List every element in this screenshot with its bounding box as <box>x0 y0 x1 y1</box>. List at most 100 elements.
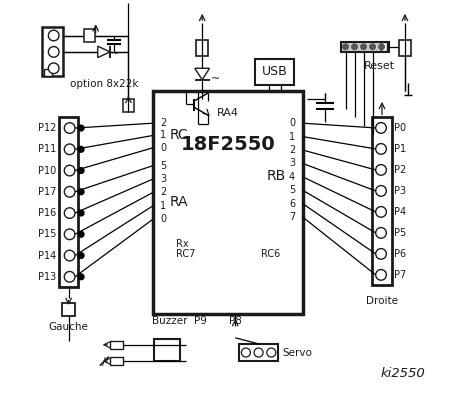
Text: P14: P14 <box>38 251 56 261</box>
Text: RC7: RC7 <box>175 249 195 259</box>
Text: 2: 2 <box>160 118 167 128</box>
Text: RB: RB <box>267 169 286 182</box>
Circle shape <box>267 348 276 357</box>
Circle shape <box>376 228 386 238</box>
Circle shape <box>376 186 386 196</box>
Text: P3: P3 <box>394 186 406 196</box>
Bar <box>381 42 387 51</box>
Text: 1: 1 <box>160 201 166 211</box>
Text: P0: P0 <box>394 123 406 133</box>
Circle shape <box>376 122 386 133</box>
Bar <box>62 303 75 316</box>
Text: Buzzer: Buzzer <box>152 316 187 326</box>
Circle shape <box>64 272 75 282</box>
Circle shape <box>64 165 75 176</box>
Circle shape <box>64 123 75 134</box>
Text: 18F2550: 18F2550 <box>181 135 275 154</box>
Text: P16: P16 <box>38 208 56 218</box>
Text: Droite: Droite <box>366 296 398 306</box>
Text: Reset: Reset <box>364 61 395 71</box>
Circle shape <box>376 207 386 217</box>
Text: P2: P2 <box>394 165 407 175</box>
Text: P15: P15 <box>38 229 56 239</box>
Text: USB: USB <box>262 65 288 79</box>
Text: P10: P10 <box>38 166 56 175</box>
Text: P6: P6 <box>394 249 406 259</box>
Text: 4: 4 <box>289 172 295 182</box>
Text: 0: 0 <box>289 118 295 128</box>
Text: P4: P4 <box>394 207 406 217</box>
Circle shape <box>376 164 386 175</box>
Circle shape <box>343 44 348 50</box>
Text: P7: P7 <box>394 270 407 280</box>
Bar <box>110 341 123 349</box>
Circle shape <box>78 168 84 173</box>
Bar <box>123 99 134 112</box>
Text: P9: P9 <box>194 316 207 326</box>
Circle shape <box>64 250 75 261</box>
Circle shape <box>376 270 386 280</box>
Circle shape <box>64 208 75 218</box>
Circle shape <box>64 144 75 155</box>
Circle shape <box>48 30 59 41</box>
Polygon shape <box>98 46 110 58</box>
Text: P11: P11 <box>38 144 56 154</box>
Circle shape <box>254 348 263 357</box>
Text: Servo: Servo <box>283 348 312 358</box>
Circle shape <box>352 44 357 50</box>
Circle shape <box>78 253 84 259</box>
Text: ki2550: ki2550 <box>381 367 426 380</box>
Bar <box>153 91 302 314</box>
Text: 5: 5 <box>289 185 295 195</box>
Bar <box>255 59 294 85</box>
Bar <box>372 118 392 285</box>
Text: 7: 7 <box>289 212 295 222</box>
Bar <box>59 118 79 287</box>
Bar <box>84 29 95 42</box>
Circle shape <box>376 249 386 259</box>
Text: RC6: RC6 <box>261 249 280 259</box>
Text: RC: RC <box>169 129 188 143</box>
Circle shape <box>64 187 75 197</box>
Text: Gauche: Gauche <box>49 322 89 332</box>
Text: 6: 6 <box>289 199 295 208</box>
Text: P1: P1 <box>394 144 406 154</box>
Bar <box>239 344 278 361</box>
Text: 2: 2 <box>289 145 295 155</box>
Text: 0: 0 <box>160 143 166 153</box>
Circle shape <box>78 210 84 216</box>
Text: /: / <box>102 357 106 367</box>
Text: P17: P17 <box>38 187 56 197</box>
Circle shape <box>361 44 366 50</box>
Circle shape <box>376 143 386 154</box>
Circle shape <box>78 189 84 195</box>
Bar <box>45 69 52 76</box>
Bar <box>196 39 209 56</box>
Text: 5: 5 <box>160 161 167 171</box>
Text: P13: P13 <box>38 272 56 282</box>
Circle shape <box>78 274 84 279</box>
Text: ~: ~ <box>211 74 220 84</box>
Text: P12: P12 <box>38 123 56 133</box>
Circle shape <box>370 44 375 50</box>
Text: RA4: RA4 <box>217 108 239 118</box>
Circle shape <box>64 229 75 240</box>
Circle shape <box>78 231 84 237</box>
Text: P8: P8 <box>229 316 242 326</box>
Circle shape <box>48 46 59 57</box>
Text: RA: RA <box>169 195 188 210</box>
Text: 1: 1 <box>160 130 166 141</box>
Bar <box>399 39 411 56</box>
Circle shape <box>78 146 84 152</box>
Polygon shape <box>195 68 210 80</box>
Text: 2: 2 <box>160 187 167 197</box>
Bar <box>341 42 389 52</box>
Text: 1: 1 <box>289 132 295 141</box>
Text: 0: 0 <box>160 214 166 224</box>
Text: 3: 3 <box>289 158 295 169</box>
Circle shape <box>48 63 59 74</box>
Circle shape <box>241 348 250 357</box>
Bar <box>43 27 63 76</box>
Text: ~: ~ <box>111 49 119 59</box>
Text: Rx: Rx <box>175 239 188 249</box>
